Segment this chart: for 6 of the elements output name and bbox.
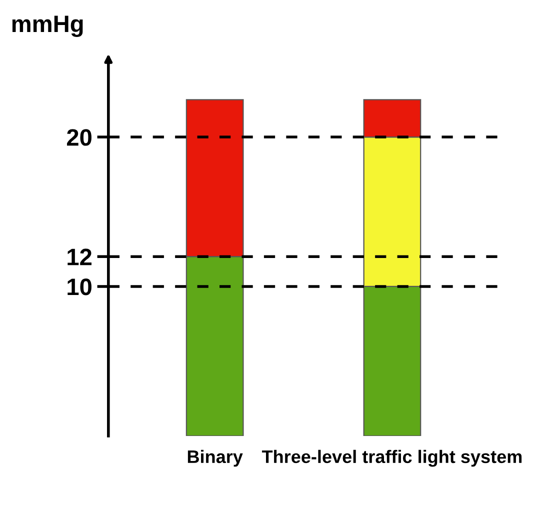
y-tick-label: 20 xyxy=(66,129,92,146)
x-tick-label: Binary xyxy=(188,450,243,467)
y-axis-title: mmHg xyxy=(12,16,83,37)
y-tick-label: 12 xyxy=(68,248,92,266)
x-tick-label: Three-level traffic light system xyxy=(262,450,522,467)
y-tick-label: 10 xyxy=(68,278,92,296)
